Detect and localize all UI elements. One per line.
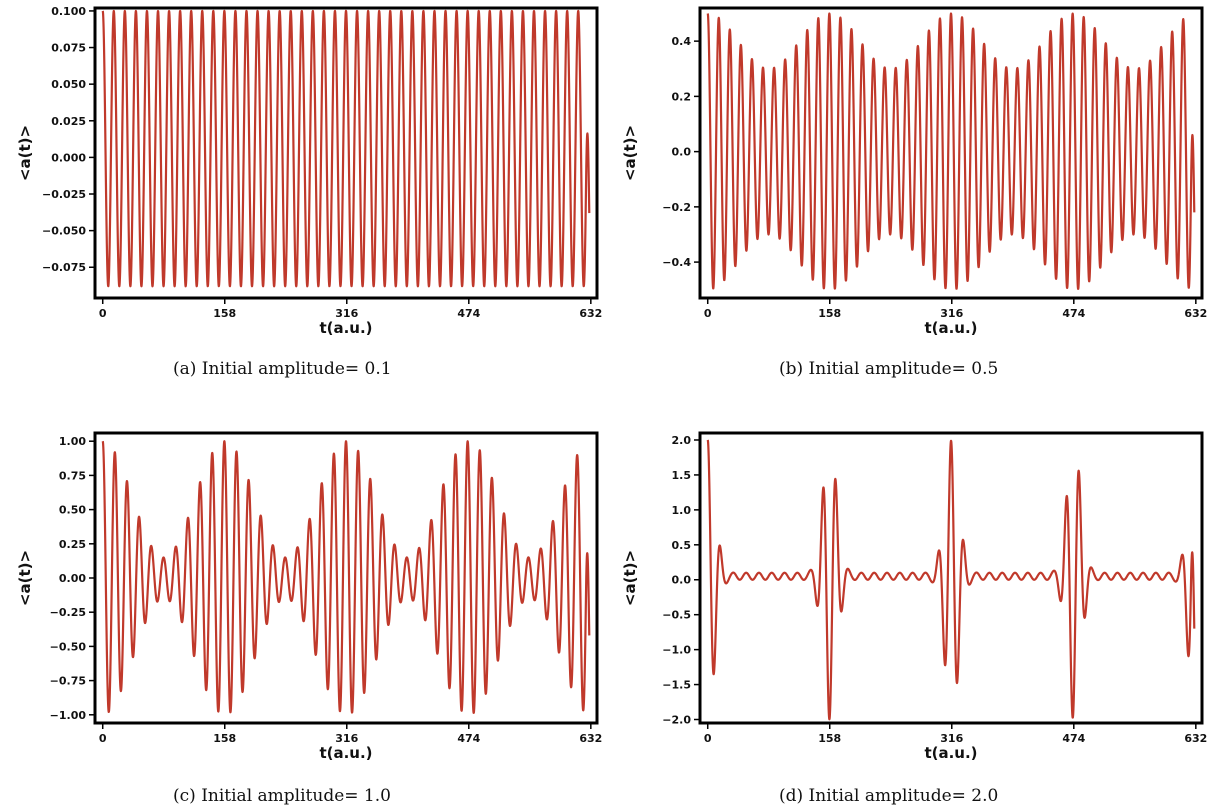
y-tick-label: −1.5 (662, 679, 691, 692)
y-tick-label: 0.50 (59, 504, 86, 517)
y-tick-label: 0.00 (59, 572, 86, 585)
y-tick-label: 0.000 (51, 151, 86, 164)
y-tick-label: 0.075 (51, 42, 86, 55)
x-tick-label: 0 (99, 307, 107, 320)
series-line-a (101, 9, 591, 288)
x-tick-label: 632 (579, 732, 602, 745)
panel-d: 0 158 316 474 632 2.0 1.5 1.0 0.5 0.0 −0.5 −1.0 −1.5… (605, 425, 1209, 765)
y-tick-label: −0.5 (662, 609, 691, 622)
x-tick-label: 158 (818, 732, 841, 745)
x-tick-label: 0 (704, 732, 712, 745)
x-tick-label: 632 (579, 307, 602, 320)
x-tick-label: 474 (457, 307, 480, 320)
y-axis-title: <a(t)> (16, 125, 34, 181)
chart-d: 0 158 316 474 632 2.0 1.5 1.0 0.5 0.0 −0.5 −1.0 −1.5… (621, 431, 1207, 762)
x-tick-label: 474 (457, 732, 480, 745)
y-tick-label: 0.2 (672, 90, 692, 103)
y-tick-label: 0.25 (59, 538, 86, 551)
caption-a: (a) Initial amplitude= 0.1 (173, 359, 392, 379)
x-tick-label: 474 (1062, 732, 1085, 745)
y-tick-label: 1.5 (672, 469, 692, 482)
y-axis-title: <a(t)> (16, 550, 34, 606)
y-tick-label: −0.2 (662, 201, 691, 214)
y-tick-label: −0.050 (42, 225, 86, 238)
plot-frame-d (698, 431, 1204, 725)
y-tick-label: −1.00 (50, 709, 87, 722)
x-tick-label: 0 (99, 732, 107, 745)
x-tick-label: 316 (940, 732, 963, 745)
y-tick-label: 0.100 (51, 5, 86, 18)
x-tick-label: 0 (704, 307, 712, 320)
panel-c: 0 158 316 474 632 1.00 0.75 0.50 0.25 0.00 −0.25 −0… (0, 425, 604, 765)
y-tick-label: 0.0 (672, 146, 692, 159)
y-tick-label: −0.075 (42, 261, 86, 274)
chart-b: 0 158 316 474 632 0.4 0.2 0.0 −0.2 −0.4 t(a.u.) <a(… (621, 6, 1207, 337)
x-tick-label: 316 (335, 307, 358, 320)
chart-c: 0 158 316 474 632 1.00 0.75 0.50 0.25 0.00 −0.25 −0… (16, 431, 602, 762)
panel-b: 0 158 316 474 632 0.4 0.2 0.0 −0.2 −0.4 t(a.u.) <a(… (605, 0, 1209, 340)
x-tick-label: 158 (213, 307, 236, 320)
series-line-d (706, 439, 1196, 721)
y-tick-label: 1.00 (59, 435, 86, 448)
x-axis-title: t(a.u.) (924, 744, 977, 762)
series-line-b (706, 12, 1196, 290)
y-tick-label: 1.0 (672, 504, 692, 517)
y-tick-label: −0.75 (50, 675, 86, 688)
y-tick-label: 0.75 (59, 469, 86, 482)
x-tick-label: 316 (335, 732, 358, 745)
caption-d: (d) Initial amplitude= 2.0 (779, 786, 999, 806)
y-tick-label: 0.4 (672, 35, 692, 48)
y-tick-label: 0.025 (51, 115, 86, 128)
y-tick-label: 0.050 (51, 78, 86, 91)
y-tick-label: −0.25 (50, 606, 86, 619)
plot-frame-a (93, 6, 599, 300)
plot-frame-c (93, 431, 599, 725)
x-tick-label: 158 (213, 732, 236, 745)
x-axis-title: t(a.u.) (924, 319, 977, 337)
x-tick-label: 158 (818, 307, 841, 320)
y-tick-label: 0.0 (672, 574, 692, 587)
x-axis-title: t(a.u.) (319, 319, 372, 337)
y-tick-label: −0.4 (662, 256, 691, 269)
x-tick-label: 316 (940, 307, 963, 320)
caption-b: (b) Initial amplitude= 0.5 (779, 359, 999, 379)
y-tick-label: 0.5 (672, 539, 692, 552)
y-tick-label: −2.0 (662, 714, 691, 727)
caption-c: (c) Initial amplitude= 1.0 (173, 786, 391, 806)
y-axis-title: <a(t)> (621, 125, 639, 181)
chart-a: 0 158 316 474 632 0.100 0.075 0.050 0.025 0.000 −0… (16, 5, 602, 337)
x-axis-title: t(a.u.) (319, 744, 372, 762)
series-line-c (101, 440, 591, 714)
plot-frame-b (698, 6, 1204, 300)
x-tick-label: 632 (1184, 307, 1207, 320)
y-tick-label: 2.0 (672, 434, 692, 447)
x-tick-label: 474 (1062, 307, 1085, 320)
y-axis-title: <a(t)> (621, 550, 639, 606)
y-tick-label: −0.50 (50, 640, 87, 653)
panel-a: 0 158 316 474 632 0.100 0.075 0.050 0.025 0.000 −0… (0, 0, 604, 340)
y-tick-label: −0.025 (42, 188, 86, 201)
y-tick-label: −1.0 (662, 644, 691, 657)
x-tick-label: 632 (1184, 732, 1207, 745)
